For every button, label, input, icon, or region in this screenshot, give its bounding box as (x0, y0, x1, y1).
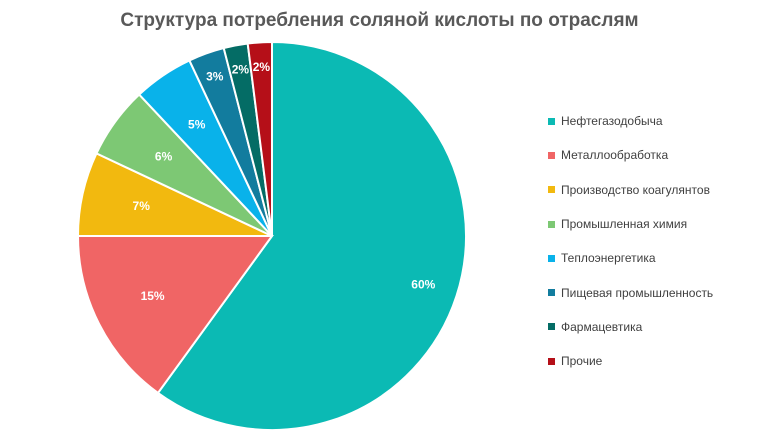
legend-item-5: Пищевая промышленность (548, 275, 713, 309)
legend-label-2: Производство коагулянтов (561, 182, 710, 197)
legend-swatch-1 (548, 151, 555, 159)
legend-label-0: Нефтегазодобыча (561, 114, 663, 129)
legend-label-5: Пищевая промышленность (561, 285, 714, 300)
slice-data-label-2: 7% (133, 199, 151, 213)
pie-slice-1 (76, 235, 274, 395)
slice-data-label-6: 2% (232, 62, 250, 76)
slice-data-label-3: 6% (155, 149, 173, 163)
legend: Нефтегазодобыча Металлообработка Производс… (548, 104, 713, 378)
slice-data-label-7: 2% (253, 60, 271, 74)
legend-swatch-5 (548, 289, 555, 297)
pie-slice-7 (246, 40, 273, 237)
legend-swatch-2 (548, 186, 555, 194)
legend-item-4: Теплоэнергетика (548, 241, 713, 275)
chart-title: Структура потребления соляной кислоты по… (120, 10, 639, 31)
legend-label-4: Теплоэнергетика (561, 251, 656, 266)
legend-label-1: Металлообработка (561, 148, 669, 163)
legend-item-1: Металлообработка (548, 138, 713, 172)
legend-swatch-6 (548, 323, 555, 331)
legend-swatch-4 (548, 254, 555, 262)
legend-swatch-0 (548, 117, 555, 125)
legend-label-6: Фармацевтика (561, 319, 643, 334)
pie-slice-0 (156, 40, 467, 431)
legend-label-7: Прочие (561, 354, 603, 369)
slice-data-label-5: 3% (206, 69, 224, 83)
slice-data-label-4: 5% (188, 117, 206, 131)
legend-item-7: Прочие (548, 344, 713, 378)
legend-label-3: Промышленная химия (561, 217, 688, 232)
legend-item-6: Фармацевтика (548, 310, 713, 344)
legend-swatch-3 (548, 220, 555, 228)
legend-item-3: Промышленная химия (548, 207, 713, 241)
legend-item-2: Производство коагулянтов (548, 173, 713, 207)
legend-item-0: Нефтегазодобыча (548, 104, 713, 138)
slice-data-label-1: 15% (141, 289, 165, 303)
legend-swatch-7 (548, 357, 555, 365)
slice-data-label-0: 60% (411, 277, 435, 291)
